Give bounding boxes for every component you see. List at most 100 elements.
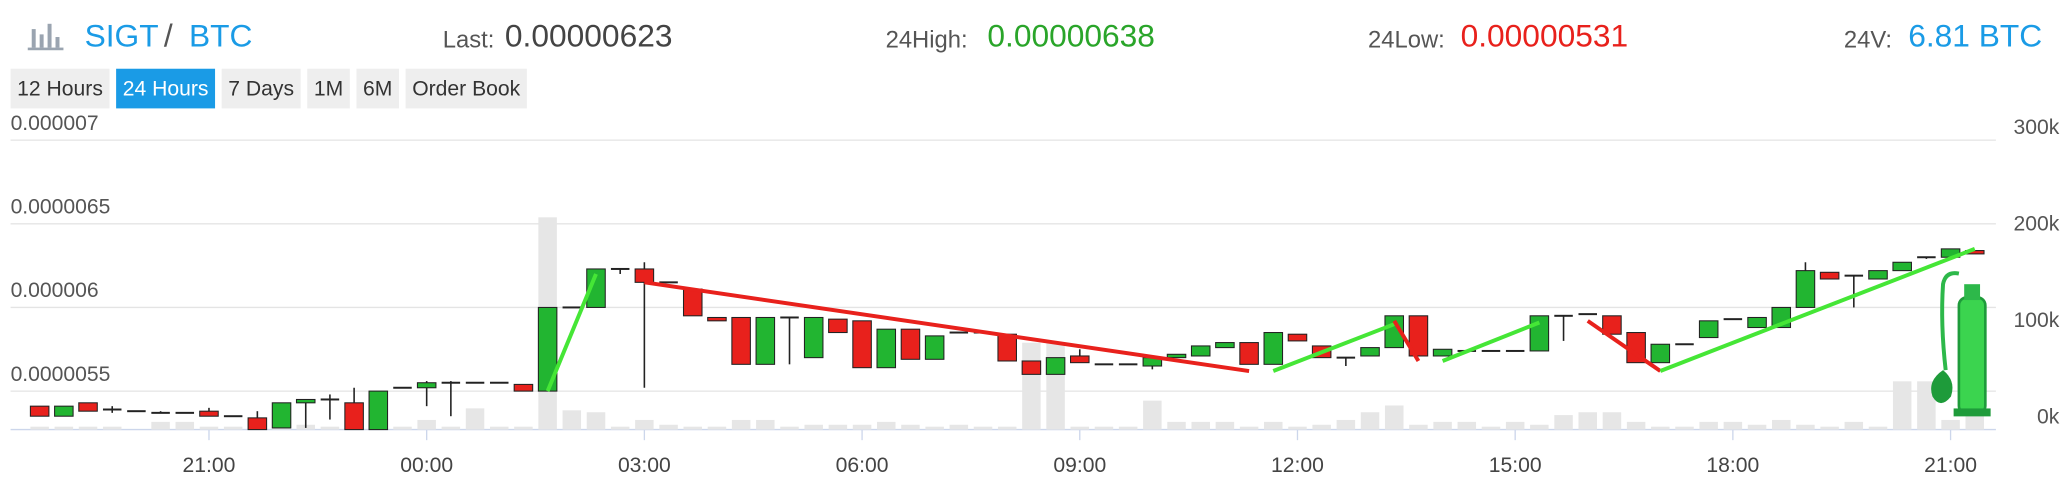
volume-bar bbox=[320, 426, 340, 430]
volume-bar bbox=[1336, 419, 1356, 430]
volume-bar bbox=[1481, 426, 1501, 430]
candle bbox=[54, 405, 74, 417]
volume-bar bbox=[949, 424, 969, 430]
candle bbox=[102, 406, 122, 413]
candle bbox=[1021, 360, 1042, 375]
candle bbox=[1166, 353, 1187, 359]
volume-bar bbox=[1675, 426, 1694, 430]
volume-bar bbox=[877, 421, 896, 430]
candle bbox=[876, 328, 897, 369]
candle bbox=[295, 398, 316, 428]
candle-body bbox=[803, 316, 824, 359]
x-tick-label: 21:00 bbox=[1924, 454, 1977, 477]
candle-body bbox=[1118, 363, 1138, 366]
candle-body bbox=[1602, 315, 1622, 335]
volume-bar bbox=[1022, 342, 1041, 430]
y-tick-label: 0.0000055 bbox=[11, 363, 111, 386]
tab[interactable]: 24 Hours bbox=[116, 68, 216, 109]
y2-tick-label: 300k bbox=[2014, 116, 2060, 139]
candle-body bbox=[102, 408, 122, 411]
volume-bar bbox=[731, 419, 751, 430]
candle-body bbox=[1239, 342, 1259, 365]
candle bbox=[1239, 342, 1259, 365]
x-tick-label: 15:00 bbox=[1489, 454, 1542, 477]
tab[interactable]: 6M bbox=[356, 68, 400, 109]
candle-body bbox=[489, 381, 509, 384]
high-label: 24High: bbox=[886, 26, 968, 53]
candle-body bbox=[393, 386, 412, 389]
candle-body bbox=[1094, 363, 1114, 366]
volume-bar bbox=[1530, 424, 1549, 430]
candle bbox=[441, 381, 461, 417]
trend-line bbox=[1441, 320, 1541, 363]
volume-bar bbox=[1892, 381, 1912, 430]
candle-body bbox=[876, 328, 897, 369]
volume-bar bbox=[1723, 421, 1743, 430]
candle bbox=[368, 390, 389, 431]
candle bbox=[828, 318, 848, 334]
volume-bar bbox=[1070, 426, 1090, 430]
trend-line bbox=[1586, 319, 1662, 373]
pair-separator: / bbox=[164, 18, 173, 54]
candle-body bbox=[1021, 360, 1042, 375]
trend-line bbox=[644, 280, 1250, 373]
candle bbox=[393, 386, 412, 389]
volume-bar bbox=[151, 421, 170, 430]
volume-bar bbox=[489, 426, 509, 430]
candle-body bbox=[1650, 343, 1671, 364]
candle bbox=[780, 316, 799, 365]
tab-label: 24 Hours bbox=[123, 77, 209, 100]
candle bbox=[127, 410, 146, 413]
volume-bar bbox=[586, 412, 606, 430]
candle bbox=[1408, 315, 1429, 357]
x-tick-label: 06:00 bbox=[836, 454, 889, 477]
candle-body bbox=[707, 316, 727, 322]
y-tick-label: 0.000007 bbox=[11, 112, 99, 135]
tab[interactable]: 12 Hours bbox=[10, 68, 110, 109]
tab-background bbox=[116, 68, 216, 109]
quote-symbol[interactable]: BTC bbox=[189, 18, 252, 54]
candle-body bbox=[780, 316, 799, 319]
tab[interactable]: 1M bbox=[307, 68, 350, 109]
candle bbox=[924, 335, 945, 360]
candle-body bbox=[223, 415, 243, 418]
base-symbol[interactable]: SIGT bbox=[85, 18, 159, 54]
candle bbox=[562, 306, 582, 309]
candle-body bbox=[175, 411, 195, 414]
candle bbox=[223, 415, 243, 418]
volume-bar bbox=[223, 426, 243, 430]
x-tick-label: 18:00 bbox=[1706, 454, 1759, 477]
candle bbox=[344, 387, 364, 431]
candle bbox=[949, 331, 969, 334]
candle-body bbox=[731, 316, 751, 365]
volume-bar bbox=[1651, 426, 1670, 430]
candle-body bbox=[1190, 345, 1211, 357]
candle bbox=[416, 381, 437, 407]
candle-body bbox=[586, 268, 606, 308]
low-price: 0.00000531 bbox=[1461, 18, 1629, 54]
volume-bar bbox=[1409, 424, 1428, 430]
candle bbox=[1481, 349, 1501, 352]
volume-bar bbox=[756, 419, 775, 430]
candle bbox=[1675, 343, 1694, 346]
x-tick-label: 09:00 bbox=[1053, 454, 1106, 477]
volume-bar bbox=[997, 426, 1017, 430]
volume-bar bbox=[610, 426, 630, 430]
candle-body bbox=[199, 410, 219, 417]
candle-body bbox=[1578, 313, 1597, 316]
tab-label: 6M bbox=[363, 77, 392, 100]
candle-body bbox=[610, 267, 630, 270]
tab[interactable]: Order Book bbox=[405, 68, 527, 109]
candle bbox=[1094, 363, 1114, 366]
candle bbox=[1602, 315, 1622, 335]
tab[interactable]: 7 Days bbox=[221, 68, 301, 109]
volume-bar bbox=[393, 426, 412, 430]
candle-body bbox=[416, 382, 437, 389]
candle bbox=[175, 411, 195, 414]
volume-bar bbox=[199, 426, 219, 430]
candle bbox=[900, 328, 921, 360]
candle-body bbox=[1675, 343, 1694, 346]
trend-line bbox=[545, 273, 598, 392]
candle-body bbox=[1554, 314, 1573, 317]
candle-body bbox=[1360, 347, 1380, 357]
